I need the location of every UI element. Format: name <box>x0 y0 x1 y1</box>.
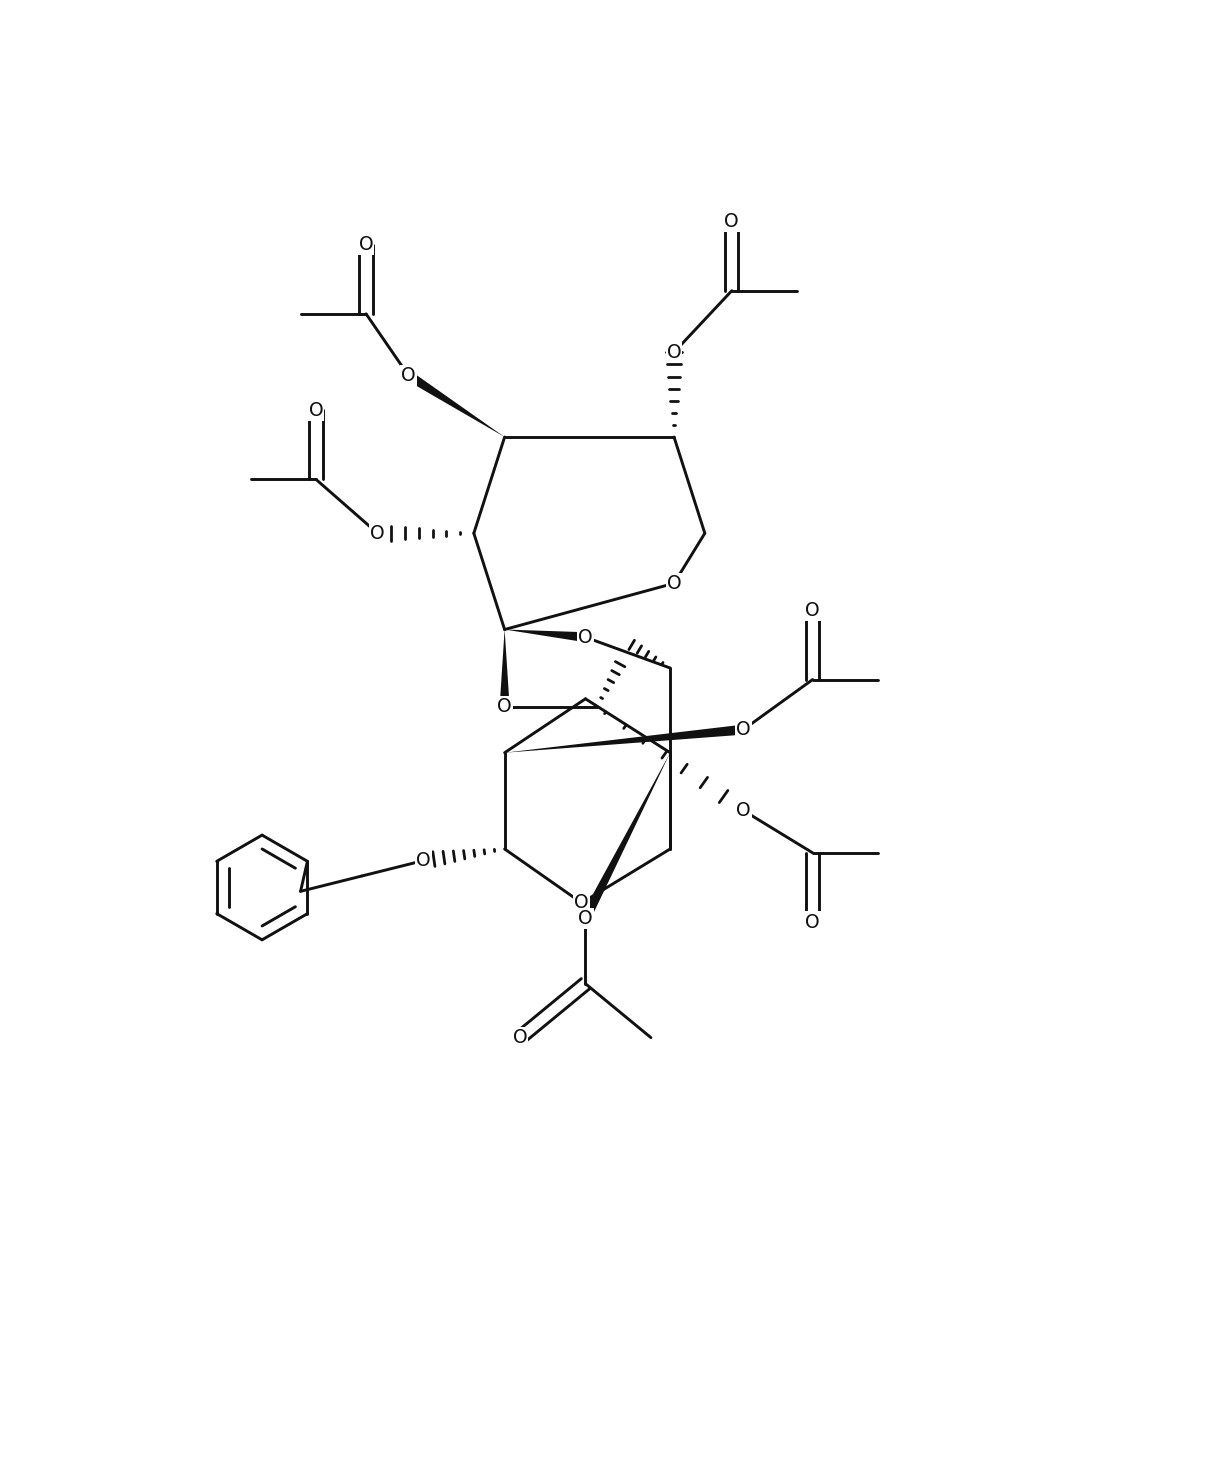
Text: O: O <box>736 720 750 739</box>
Text: O: O <box>806 913 820 931</box>
Text: O: O <box>575 893 589 912</box>
Text: O: O <box>806 601 820 620</box>
Polygon shape <box>581 753 670 921</box>
Text: O: O <box>667 574 681 592</box>
Polygon shape <box>405 371 505 437</box>
Text: O: O <box>578 909 593 928</box>
Text: O: O <box>578 627 593 647</box>
Text: O: O <box>513 1028 528 1047</box>
Text: O: O <box>736 801 750 820</box>
Text: O: O <box>667 343 681 362</box>
Polygon shape <box>505 629 586 642</box>
Text: O: O <box>358 236 374 253</box>
Polygon shape <box>500 629 509 707</box>
Polygon shape <box>505 725 744 753</box>
Text: O: O <box>725 212 739 231</box>
Text: O: O <box>401 365 416 384</box>
Text: O: O <box>497 697 512 716</box>
Text: O: O <box>309 401 323 420</box>
Text: O: O <box>416 851 431 871</box>
Text: O: O <box>370 524 385 542</box>
